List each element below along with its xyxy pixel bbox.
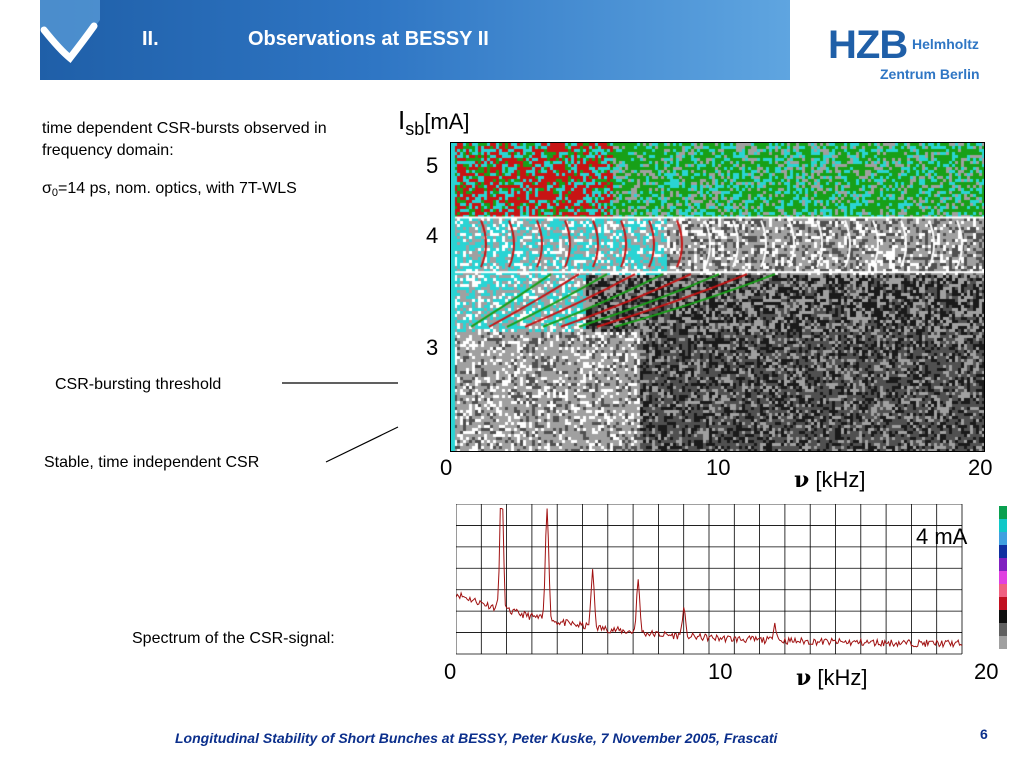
color-swatch bbox=[999, 519, 1007, 532]
beam-parameters: σ0=14 ps, nom. optics, with 7T-WLS bbox=[42, 178, 297, 204]
heatmap-x-tick-20: 20 bbox=[968, 455, 993, 480]
color-scale-strip bbox=[999, 506, 1007, 649]
header-bar bbox=[40, 0, 790, 80]
color-swatch bbox=[999, 584, 1007, 597]
sigma-symbol: σ bbox=[42, 180, 52, 197]
spectrum-grid bbox=[456, 504, 963, 655]
xlabel-symbol: ν bbox=[794, 467, 810, 493]
color-swatch bbox=[999, 545, 1007, 558]
spectrum-xlabel-symbol: ν bbox=[796, 665, 812, 691]
color-swatch bbox=[999, 597, 1007, 610]
color-swatch bbox=[999, 636, 1007, 649]
heatmap-ylabel: Isb[mA] bbox=[398, 105, 470, 141]
y-tick-5: 5 bbox=[426, 153, 439, 178]
ylabel-unit: [mA] bbox=[424, 109, 470, 134]
color-swatch bbox=[999, 506, 1007, 519]
spectrum-x-tick-10: 10 bbox=[708, 659, 733, 684]
heatmap-xlabel: ν [kHz] bbox=[794, 467, 866, 493]
color-swatch bbox=[999, 558, 1007, 571]
spectrum-xlabel-unit: [kHz] bbox=[817, 665, 868, 690]
y-tick-4: 4 bbox=[426, 223, 439, 248]
spectrum-xlabel: ν [kHz] bbox=[796, 665, 868, 691]
intro-text: time dependent CSR-bursts observed in fr… bbox=[42, 120, 327, 159]
color-swatch bbox=[999, 571, 1007, 584]
xlabel-unit: [kHz] bbox=[815, 467, 866, 492]
footer-text: Longitudinal Stability of Short Bunches … bbox=[175, 730, 778, 746]
color-swatch bbox=[999, 532, 1007, 545]
logo-line2: Zentrum Berlin bbox=[880, 66, 980, 82]
params-text: =14 ps, nom. optics, with 7T-WLS bbox=[58, 180, 297, 197]
sigma-subscript: 0 bbox=[51, 187, 58, 199]
heatmap-x-tick-0: 0 bbox=[440, 455, 453, 480]
stable-label: Stable, time independent CSR bbox=[44, 454, 260, 471]
logo-mark: HZB bbox=[828, 23, 908, 67]
y-tick-3: 3 bbox=[426, 335, 439, 360]
spectrum-x-tick-0: 0 bbox=[444, 659, 457, 684]
stable-pointer bbox=[325, 426, 399, 463]
ylabel-main: I bbox=[398, 105, 406, 135]
section-number: II. bbox=[142, 28, 159, 50]
logo-line1: Helmholtz bbox=[912, 36, 979, 52]
color-swatch bbox=[999, 610, 1007, 623]
threshold-label: CSR-bursting threshold bbox=[55, 376, 222, 393]
hzb-swoosh-icon bbox=[40, 0, 100, 63]
spectrum-x-tick-20: 20 bbox=[974, 659, 999, 684]
heatmap-canvas bbox=[451, 143, 984, 451]
color-swatch bbox=[999, 623, 1007, 636]
spectrum-line bbox=[456, 508, 963, 649]
spectrum-label: Spectrum of the CSR-signal: bbox=[132, 630, 335, 647]
spectrum-annotation: 4 mA bbox=[916, 524, 968, 549]
spectrum-chart: 4 mA bbox=[456, 504, 968, 655]
ylabel-sub: sb bbox=[405, 119, 425, 139]
spectrogram-heatmap bbox=[450, 142, 985, 452]
heatmap-x-tick-10: 10 bbox=[706, 455, 731, 480]
page-title: Observations at BESSY II bbox=[248, 28, 489, 50]
page-number: 6 bbox=[980, 726, 988, 742]
hzb-logo: HZB Helmholtz Zentrum Berlin bbox=[828, 24, 988, 84]
